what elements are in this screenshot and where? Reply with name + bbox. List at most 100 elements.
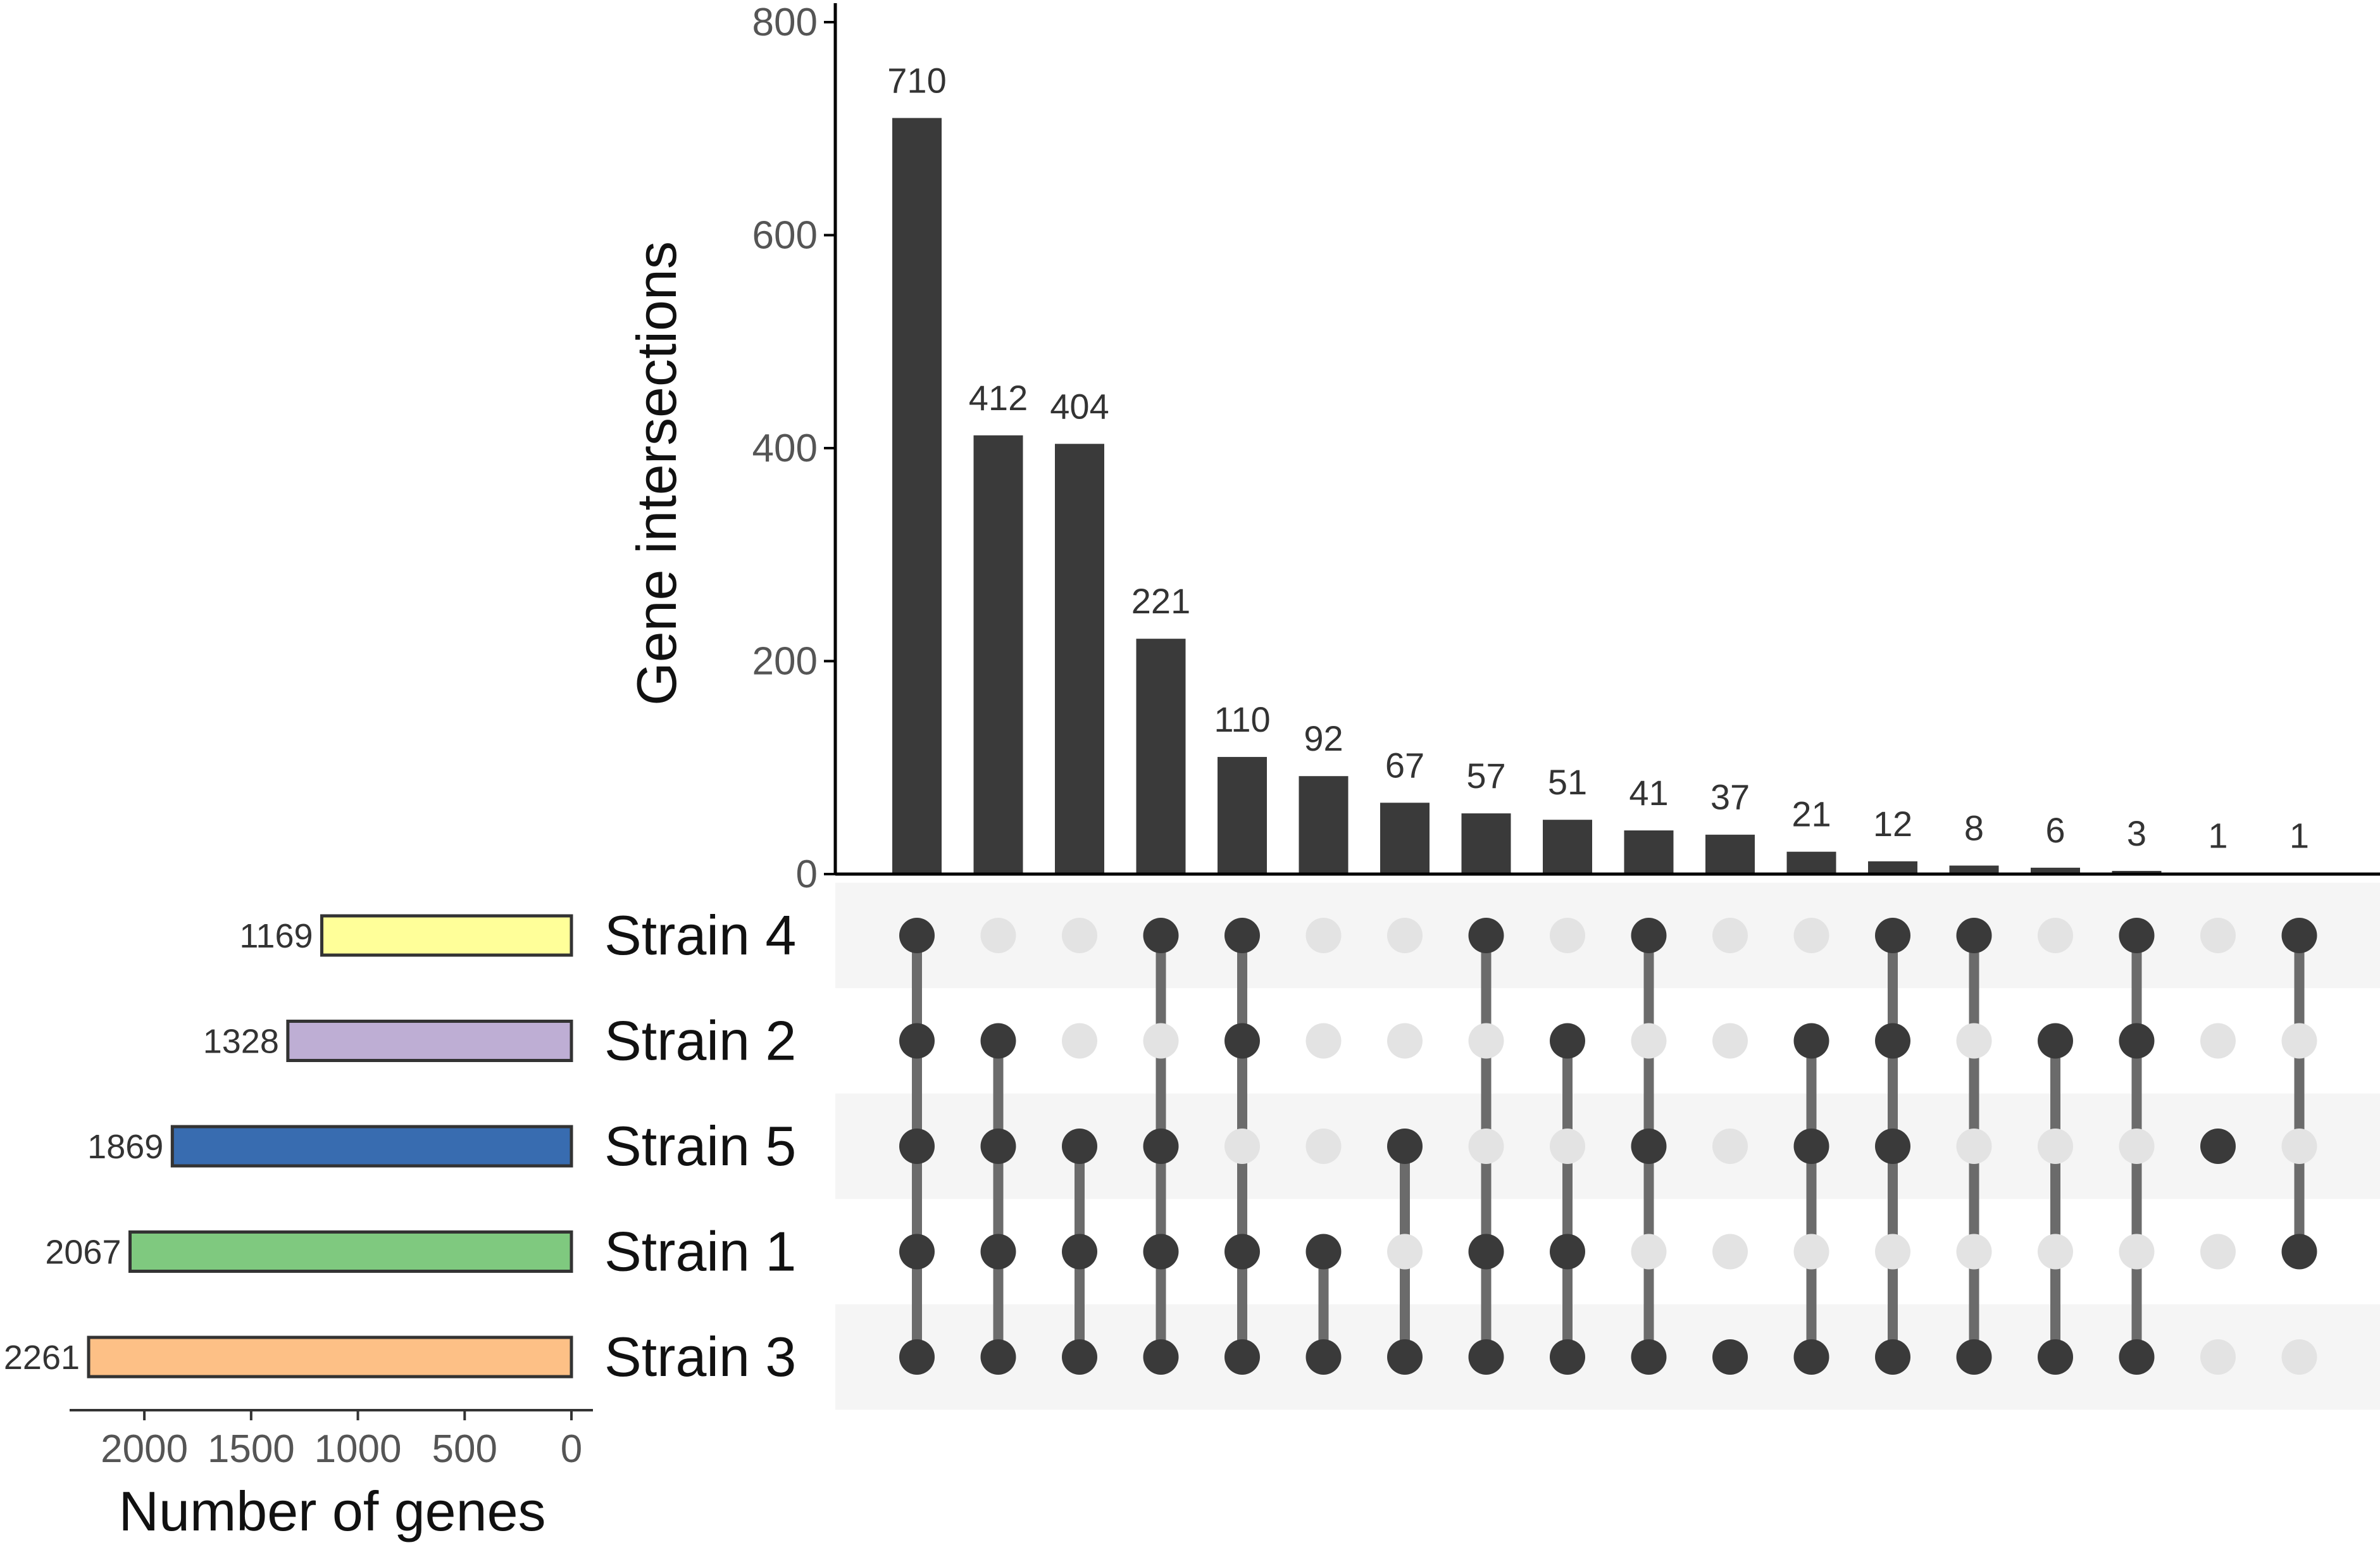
matrix-dot-inactive [1062,1023,1097,1059]
matrix-dot-active [1550,1339,1585,1375]
matrix-dot-inactive [2281,1339,2317,1375]
matrix-dot-inactive [1956,1129,1992,1164]
matrix-dot-active [1631,1339,1667,1375]
intersection-bar [2112,870,2162,874]
matrix-dot-active [899,1129,935,1164]
matrix-dot-active [1875,918,1910,953]
matrix-dot-active [2038,1339,2073,1375]
intersection-bar [1055,444,1104,874]
intersection-bar [1461,813,1511,874]
matrix-dot-inactive [2038,918,2073,953]
matrix-dot-active [1468,1234,1504,1270]
matrix-dot-active [1793,1339,1829,1375]
intersection-bar-label: 710 [887,60,946,100]
matrix-dot-inactive [2200,1023,2236,1059]
intersection-bar-label: 12 [1873,804,1912,844]
set-label: Strain 3 [604,1325,796,1388]
matrix-dot-active [2119,918,2155,953]
intersection-bar-label: 92 [1304,718,1343,758]
matrix-dot-inactive [1224,1129,1260,1164]
matrix-dot-inactive [1875,1234,1910,1270]
set-size-label: 1328 [203,1023,279,1061]
matrix-dot-active [980,1023,1016,1059]
y-tick-label: 400 [752,427,818,470]
intersection-bar-label: 3 [2127,813,2146,853]
set-size-tick-label: 1000 [315,1427,402,1471]
set-size-bar [286,1020,573,1062]
matrix-dot-active [899,918,935,953]
intersection-bar [1624,830,1674,874]
matrix-dot-active [1956,918,1992,953]
intersection-bar [1786,851,1836,874]
intersection-bar-label: 110 [1214,699,1270,739]
matrix-dot-inactive [1550,918,1585,953]
y-tick-label: 600 [752,214,818,258]
intersection-bar-label: 412 [969,378,1028,418]
set-label: Strain 2 [604,1010,796,1072]
intersection-bar [973,435,1023,874]
set-size-label: 2067 [45,1234,121,1272]
set-size-axis-title: Number of genes [118,1480,545,1542]
matrix-dot-inactive [2038,1129,2073,1164]
matrix-dot-inactive [1712,918,1748,953]
matrix-dot-inactive [1550,1129,1585,1164]
intersection-bar-label: 404 [1050,386,1109,426]
matrix-dot-active [1631,1129,1667,1164]
matrix-dot-active [980,1339,1016,1375]
matrix-dot-inactive [2119,1129,2155,1164]
matrix-dot-active [1875,1339,1910,1375]
set-size-bar [128,1230,573,1273]
matrix-dot-active [1387,1339,1423,1375]
matrix-dot-inactive [1712,1129,1748,1164]
set-label: Strain 1 [604,1220,796,1283]
matrix-dot-active [1712,1339,1748,1375]
matrix-dot-inactive [1793,918,1829,953]
matrix-dot-active [2281,918,2317,953]
matrix-dot-inactive [1468,1023,1504,1059]
matrix-dot-inactive [1468,1129,1504,1164]
intersection-bar-label: 221 [1131,581,1190,621]
intersection-bar [1543,820,1592,874]
intersection-bar [1218,756,1267,874]
y-tick-label: 0 [796,853,818,896]
matrix-dot-active [899,1023,935,1059]
set-size-bars [87,914,573,1379]
intersection-bar-label: 21 [1791,794,1831,834]
matrix-dot-active [1143,1234,1179,1270]
matrix-dot-active [899,1339,935,1375]
matrix-dot-inactive [1956,1234,1992,1270]
intersection-bar-label: 51 [1548,762,1587,802]
set-size-tick-label: 2000 [101,1427,188,1471]
y-tick-label: 800 [752,1,818,44]
matrix-dot-inactive [1305,918,1342,953]
set-size-label: 1169 [239,917,313,955]
set-size-bar [320,914,573,957]
matrix-dot-inactive [2200,918,2236,953]
intersection-bar [1136,639,1186,874]
intersection-y-axis [833,3,2380,876]
intersection-bar-label: 1 [2290,815,2309,855]
matrix-dot-inactive [980,918,1016,953]
matrix-dot-inactive [2200,1339,2236,1375]
set-label: Strain 4 [604,904,796,966]
set-size-bar [170,1125,573,1168]
matrix-dot-active [1143,918,1179,953]
matrix-dot-inactive [1143,1023,1179,1059]
matrix-dot-inactive [1062,918,1097,953]
matrix-dot-inactive [2038,1234,2073,1270]
matrix-dot-active [2200,1129,2236,1164]
set-size-tick-label: 500 [432,1427,497,1471]
intersection-bar [1705,834,1755,874]
matrix-dot-inactive [1387,1234,1423,1270]
matrix-dot-inactive [2281,1023,2317,1059]
set-label: Strain 5 [604,1115,796,1177]
intersection-bar [1868,861,1917,874]
y-ticks: 0 200 400 600 800 [752,1,835,896]
matrix-dot-active [1468,1339,1504,1375]
matrix-dot-active [1224,1234,1260,1270]
matrix-dot-inactive [1631,1234,1667,1270]
matrix-dot-active [1305,1234,1342,1270]
matrix-dot-active [1550,1234,1585,1270]
matrix-dot-active [980,1234,1016,1270]
matrix-dot-inactive [2281,1129,2317,1164]
